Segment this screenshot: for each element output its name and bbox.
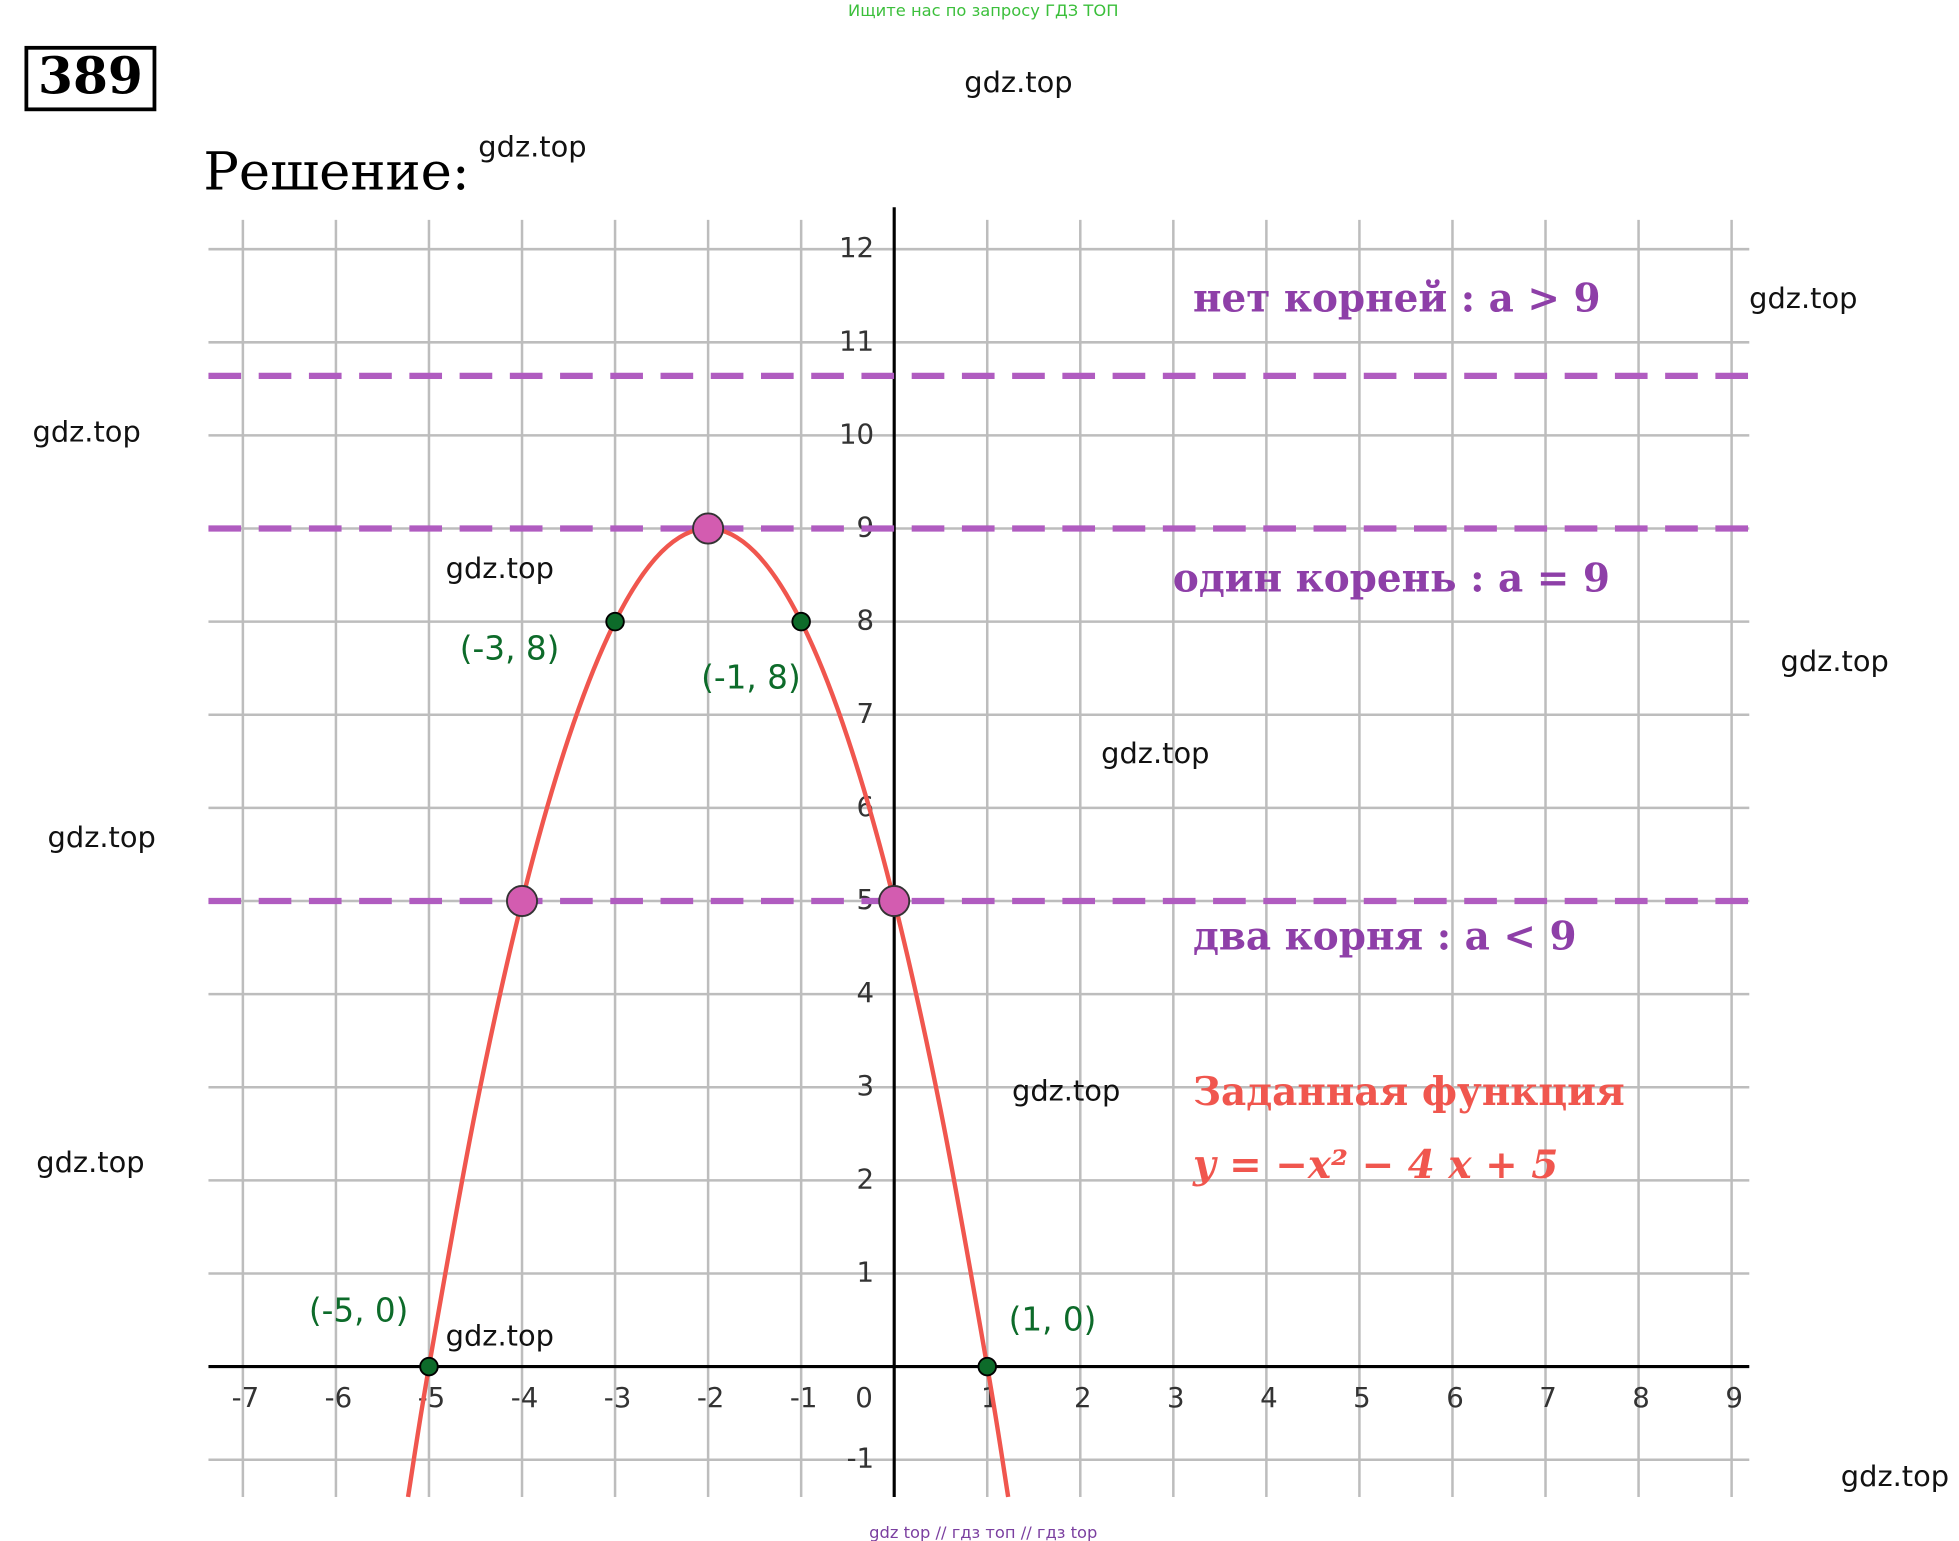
x-tick-label: -7 (232, 1381, 260, 1414)
watermark: gdz.top (964, 65, 1072, 99)
x-tick-label: 7 (1539, 1381, 1557, 1414)
y-tick-label: 1 (857, 1255, 875, 1288)
key-point (506, 885, 539, 918)
watermark: gdz.top (1749, 281, 1857, 315)
y-tick-label: 7 (857, 697, 875, 730)
y-tick-label: 3 (857, 1069, 875, 1102)
x-tick-label: 9 (1725, 1381, 1743, 1414)
x-tick-label: 8 (1632, 1381, 1650, 1414)
task-number: 389 (38, 46, 143, 105)
watermark: gdz.top (32, 414, 140, 448)
point (419, 1356, 439, 1377)
x-tick-label: 4 (1260, 1381, 1278, 1414)
annotation: нет корней : a > 9 (1193, 275, 1601, 321)
x-tick-label: 2 (1074, 1381, 1092, 1414)
x-tick-label: -4 (511, 1381, 539, 1414)
top-note: Ищите нас по запросу ГДЗ ТОП (848, 1, 1118, 20)
x-tick-label: 0 (855, 1381, 873, 1414)
watermark: gdz.top (446, 551, 554, 585)
y-tick-label: 4 (857, 976, 875, 1009)
watermark: gdz.top (1012, 1074, 1120, 1108)
number-box (24, 45, 157, 112)
x-tick-label: -3 (604, 1381, 632, 1414)
y-tick-label: 10 (839, 417, 874, 450)
plot: -7-6-5-4-3-2-10123456789-112345678910111… (208, 207, 1750, 1498)
x-tick-label: 3 (1167, 1381, 1185, 1414)
annotation: два корня : a < 9 (1193, 913, 1577, 959)
watermark: gdz.top (1781, 644, 1889, 678)
key-point (692, 512, 725, 545)
function-formula: y = −x² − 4 x + 5 (1192, 1142, 1558, 1188)
y-tick-label: 12 (839, 231, 874, 264)
x-tick-label: 6 (1446, 1381, 1464, 1414)
y-tick-label: 11 (839, 324, 874, 357)
function-name: Заданная функция (1193, 1069, 1625, 1115)
point-label: (-1, 8) (701, 658, 801, 696)
watermarks: gdz.top gdz.top gdz.top gdz.top gdz.top gdz.t… (32, 65, 1949, 1493)
point (977, 1356, 997, 1377)
annotation: один корень : a = 9 (1173, 556, 1610, 602)
solution-heading: Решение: (203, 141, 469, 202)
point (605, 611, 625, 632)
y-tick-label: 2 (857, 1162, 875, 1195)
watermark: gdz.top (48, 820, 156, 854)
point-label: (-3, 8) (460, 630, 560, 668)
x-tick-label: -2 (697, 1381, 725, 1414)
watermark: gdz.top (36, 1145, 144, 1179)
watermark: gdz.top (1841, 1459, 1949, 1493)
point-label: (-5, 0) (309, 1292, 409, 1330)
x-tick-label: -6 (325, 1381, 353, 1414)
x-tick-label: 5 (1353, 1381, 1371, 1414)
point (791, 611, 811, 632)
footer: gdz top // гдз топ // гдз top (869, 1523, 1097, 1541)
y-tick-label: -1 (847, 1442, 875, 1475)
watermark: gdz.top (478, 129, 586, 163)
watermark: gdz.top (446, 1318, 554, 1352)
x-tick-label: -1 (790, 1381, 818, 1414)
watermark: gdz.top (1101, 736, 1209, 770)
key-point (878, 885, 911, 918)
point-label: (1, 0) (1009, 1300, 1097, 1338)
y-tick-label: 8 (857, 604, 875, 637)
